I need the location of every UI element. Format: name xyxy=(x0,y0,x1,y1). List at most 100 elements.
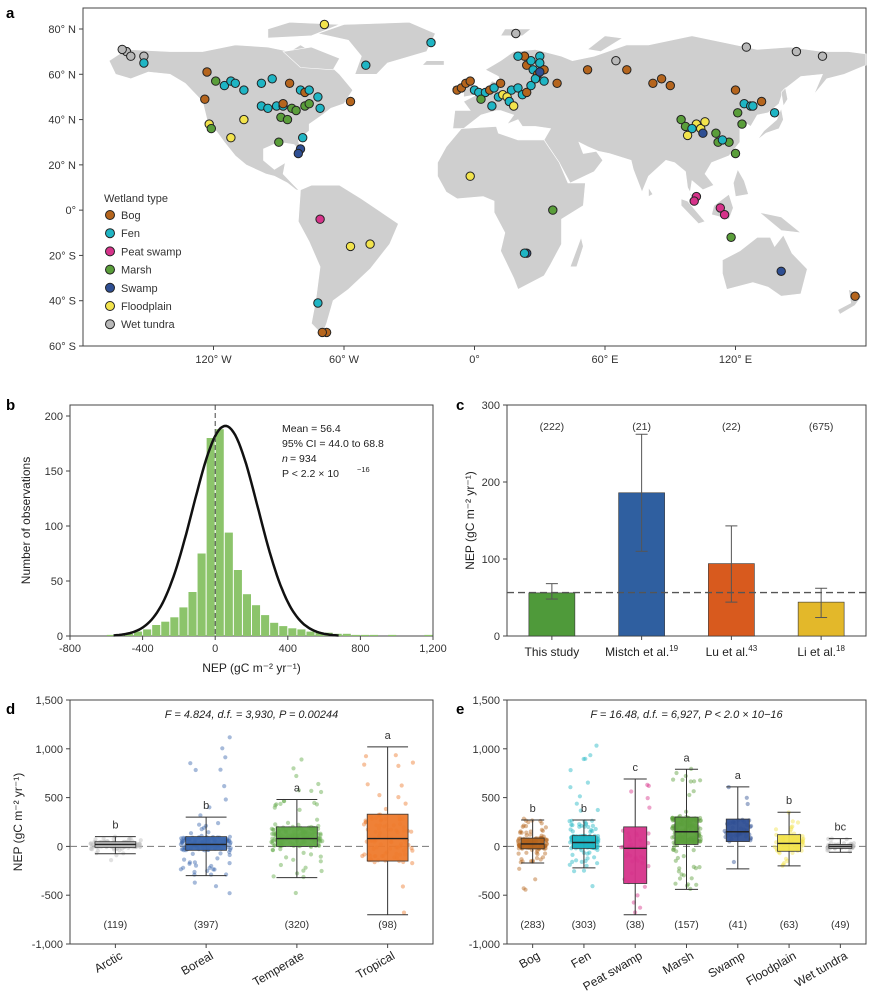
data-point xyxy=(318,836,323,841)
site-marsh xyxy=(304,99,314,109)
data-point xyxy=(592,855,597,860)
data-point xyxy=(90,844,95,849)
box-tropical xyxy=(366,813,409,862)
site-peat-swamp xyxy=(715,203,725,213)
site-wet-tundra xyxy=(126,51,136,61)
x-axis-label: NEP (gC m⁻² yr⁻¹) xyxy=(202,661,300,675)
data-point xyxy=(285,820,291,826)
site-fen xyxy=(530,74,541,84)
box-marsh xyxy=(674,816,699,845)
data-point xyxy=(182,844,187,850)
data-point xyxy=(138,844,143,849)
data-point xyxy=(544,838,549,843)
data-point xyxy=(595,844,600,849)
data-point xyxy=(828,840,834,845)
histogram-bar xyxy=(152,625,161,636)
data-point xyxy=(301,868,306,873)
y-axis-label: Number of observations xyxy=(19,457,33,584)
data-point xyxy=(698,839,703,844)
data-point xyxy=(593,826,598,832)
data-point xyxy=(363,818,368,823)
y-tick-label: 1,000 xyxy=(472,744,500,756)
site-fen xyxy=(139,58,149,68)
data-point xyxy=(215,856,220,861)
data-point xyxy=(227,891,232,896)
box-temperate xyxy=(276,826,318,847)
data-point xyxy=(595,845,600,850)
data-point xyxy=(222,784,227,789)
land-iceland xyxy=(421,60,445,66)
site-fen xyxy=(263,103,273,114)
data-point xyxy=(282,799,287,804)
histogram-bar xyxy=(179,607,188,636)
stat-p-exponent: −16 xyxy=(357,465,370,474)
data-point xyxy=(524,833,529,838)
site-marsh xyxy=(476,94,486,104)
data-point xyxy=(271,827,276,832)
lon-tick-label: 60° E xyxy=(591,354,618,366)
wetland-sites xyxy=(117,19,860,338)
site-bog xyxy=(730,85,741,95)
lat-tick-label: 20° S xyxy=(49,250,76,262)
data-point xyxy=(568,827,573,832)
site-marsh xyxy=(730,148,741,159)
data-point xyxy=(646,864,651,869)
site-fen xyxy=(513,83,523,93)
data-point xyxy=(570,859,575,865)
data-point xyxy=(410,861,415,866)
sample-size-label: (49) xyxy=(831,919,850,931)
data-point xyxy=(318,831,323,836)
data-point xyxy=(400,884,405,889)
y-tick-label: 0 xyxy=(494,841,500,853)
data-point xyxy=(675,855,681,861)
data-point xyxy=(670,818,675,823)
data-point xyxy=(574,801,579,806)
y-tick-label: 0 xyxy=(494,631,500,643)
histogram-bar xyxy=(124,633,134,636)
data-point xyxy=(409,846,414,851)
data-point xyxy=(826,836,831,842)
data-point xyxy=(127,836,132,841)
legend-label: Wet tundra xyxy=(121,319,175,331)
panel-label-b: b xyxy=(6,397,15,414)
histogram-bar xyxy=(388,634,397,636)
data-point xyxy=(523,818,529,823)
data-point xyxy=(271,831,276,837)
land-sumatra xyxy=(680,198,706,225)
x-tick-label: Mistch et al.19 xyxy=(605,644,678,659)
data-point xyxy=(619,845,624,850)
reference-number: 18 xyxy=(836,644,845,653)
data-point xyxy=(318,839,323,844)
data-point xyxy=(192,860,197,865)
site-fen xyxy=(539,76,549,86)
data-point xyxy=(315,817,320,822)
data-point xyxy=(318,832,323,838)
data-point xyxy=(228,846,233,851)
site-fen xyxy=(535,58,545,68)
x-tick-label: 800 xyxy=(351,643,369,655)
significance-letter: c xyxy=(632,762,638,774)
sample-size-label: (397) xyxy=(194,919,219,931)
data-point xyxy=(543,825,549,830)
site-peat-swamp xyxy=(719,210,730,220)
data-point xyxy=(577,794,583,799)
data-point xyxy=(523,824,529,829)
histogram-bar xyxy=(143,629,152,636)
box-swamp xyxy=(725,818,750,842)
data-point xyxy=(731,859,737,865)
data-point xyxy=(581,756,586,762)
data-point xyxy=(199,827,204,832)
data-point xyxy=(278,862,283,868)
data-point xyxy=(216,821,221,826)
data-point xyxy=(519,830,524,835)
significance-letter: a xyxy=(294,783,301,795)
histogram-bar xyxy=(270,622,279,636)
histogram-bar xyxy=(188,592,197,636)
sample-size-label: (320) xyxy=(285,919,310,931)
x-tick-label: Temperate xyxy=(250,948,306,989)
data-point xyxy=(579,823,584,828)
data-point xyxy=(673,881,678,886)
data-point xyxy=(182,857,187,862)
site-fen xyxy=(256,78,267,89)
data-point xyxy=(227,861,232,866)
